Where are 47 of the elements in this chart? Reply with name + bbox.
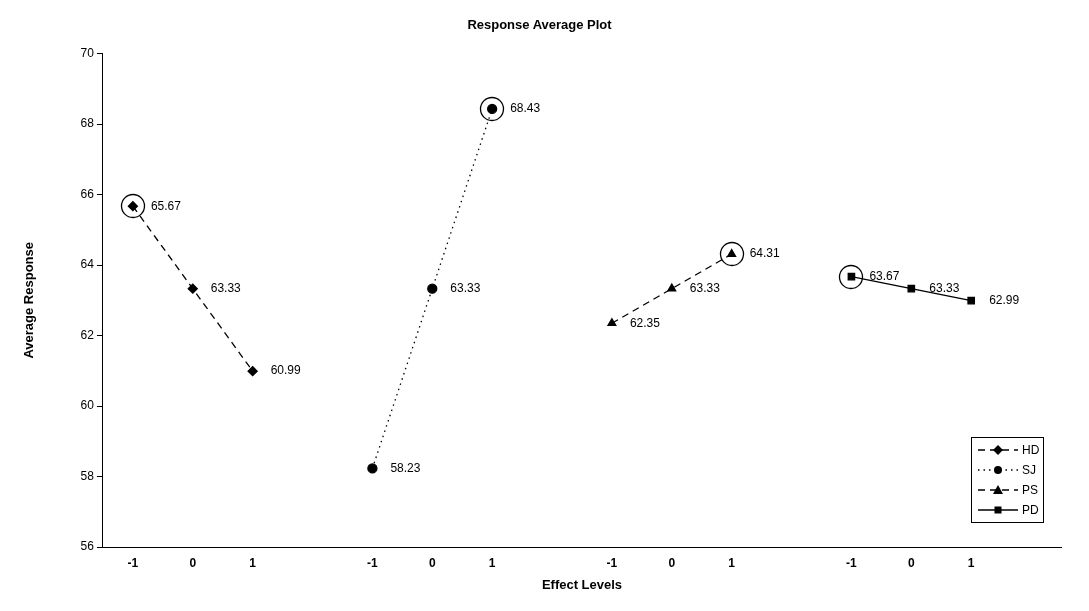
- y-tick-label: 66: [80, 186, 95, 201]
- x-axis-title: Effect Levels: [541, 576, 623, 592]
- x-tick-label: -1: [127, 555, 139, 570]
- x-tick-label: -1: [367, 555, 379, 570]
- data-label: 64.31: [749, 246, 781, 261]
- y-tick-label: 56: [80, 539, 95, 554]
- data-label: 68.43: [510, 101, 541, 116]
- data-label: 62.35: [629, 315, 661, 330]
- y-tick-label: 60: [80, 398, 95, 413]
- x-tick-label: 1: [488, 555, 496, 570]
- data-label: 65.67: [150, 198, 182, 213]
- data-label: 63.33: [929, 280, 960, 295]
- y-tick-label: 68: [80, 116, 95, 131]
- data-label: 63.67: [869, 269, 900, 283]
- data-label: 63.33: [210, 280, 242, 295]
- legend-label: PD: [1022, 503, 1039, 517]
- data-label: 63.33: [689, 280, 721, 295]
- point: [667, 283, 677, 292]
- y-tick-label: 64: [80, 257, 95, 272]
- x-tick-label: 1: [967, 555, 975, 570]
- point: [907, 284, 916, 293]
- y-tick-label: 58: [80, 468, 95, 483]
- point: [967, 296, 976, 305]
- chart-title: Response Average Plot: [467, 17, 613, 33]
- legend-label: HD: [1022, 443, 1040, 457]
- y-tick-label: 70: [80, 45, 95, 60]
- x-tick-label: 0: [668, 555, 676, 570]
- y-axis-title: Average Response: [21, 242, 37, 359]
- data-label: 58.23: [390, 460, 421, 475]
- x-tick-label: -1: [846, 555, 858, 570]
- x-tick-label: 0: [428, 555, 436, 570]
- data-label: 60.99: [270, 363, 301, 378]
- legend-label: PS: [1022, 483, 1039, 497]
- x-tick-label: 1: [249, 555, 257, 570]
- point: [607, 318, 617, 327]
- point: [187, 283, 198, 294]
- x-tick-label: -1: [606, 555, 618, 570]
- data-label: 62.99: [989, 292, 1020, 307]
- x-tick-label: 0: [189, 555, 197, 570]
- point: [247, 365, 258, 377]
- point: [427, 283, 438, 294]
- legend-label: SJ: [1022, 463, 1037, 477]
- x-tick-label: 0: [907, 555, 915, 570]
- x-tick-label: 1: [728, 555, 736, 570]
- point: [367, 463, 378, 474]
- data-label: 63.33: [450, 280, 481, 295]
- y-tick-label: 62: [80, 327, 95, 342]
